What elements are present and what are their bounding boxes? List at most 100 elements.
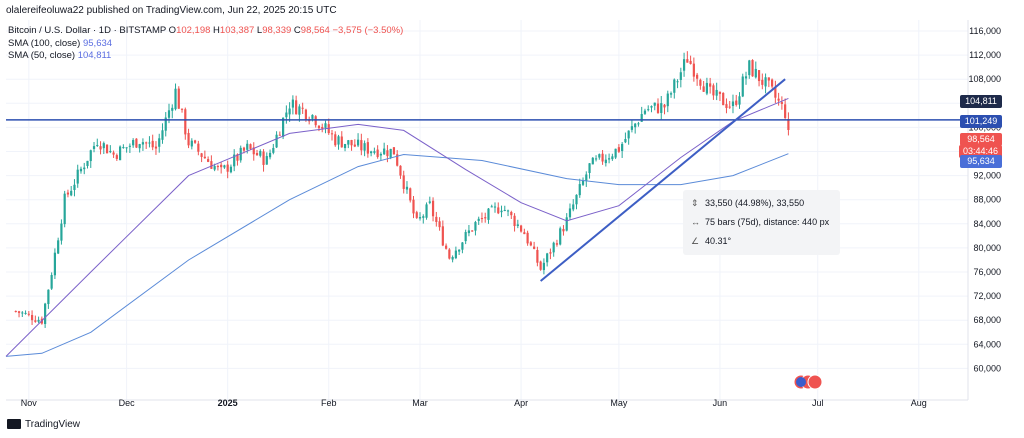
y-tick-label: 112,000 — [969, 50, 1001, 60]
candle-body — [132, 140, 135, 146]
candle-body — [559, 228, 562, 245]
low-key: L — [256, 25, 263, 36]
candle-body — [330, 133, 334, 135]
candle-body — [445, 245, 448, 249]
high-value: 103,387 — [219, 25, 255, 36]
candle-body — [304, 109, 308, 120]
candle-body — [30, 315, 34, 321]
trend-line[interactable] — [540, 78, 786, 282]
candle-body — [448, 249, 451, 259]
time-axis[interactable]: Nov Dec 2025 Feb Mar Apr May Jun Jul Aug — [21, 398, 927, 408]
candle-body — [650, 106, 653, 108]
candle-body — [275, 134, 278, 148]
candle-body — [497, 207, 500, 214]
candle-body — [57, 240, 60, 254]
candle-body — [109, 150, 112, 153]
candle-body — [673, 79, 676, 93]
candle-body — [112, 152, 115, 155]
measure-price: 33,550 (44.98%), 33,550 — [705, 198, 805, 208]
y-tick-label: 76,000 — [973, 267, 1001, 277]
candle-body — [709, 83, 712, 87]
candle-body — [86, 160, 89, 167]
candle-body — [122, 147, 125, 149]
candle-body — [415, 212, 418, 218]
candle-body — [715, 89, 718, 96]
candle-body — [409, 188, 412, 201]
price-axis[interactable]: 116,000112,000108,000104,000100,00096,00… — [968, 26, 1001, 373]
candle-body — [503, 209, 506, 211]
candle-body — [402, 175, 405, 189]
candle-body — [47, 289, 50, 305]
candle-body — [744, 76, 748, 79]
candle-body — [298, 106, 301, 115]
candle-body — [438, 221, 441, 228]
tradingview-logo-icon — [7, 419, 21, 430]
candle-body — [624, 139, 627, 143]
x-tick-label: Mar — [412, 398, 428, 408]
candle-body — [220, 164, 223, 168]
candle-body — [363, 143, 366, 151]
candle-body — [373, 151, 376, 153]
x-tick-label: Jul — [812, 398, 824, 408]
candle-body — [60, 223, 63, 241]
candle-body — [663, 104, 666, 108]
candle-body — [314, 116, 317, 126]
candle-body — [334, 134, 337, 146]
bars-range-icon: ↔ — [691, 217, 700, 227]
candle-body — [317, 125, 321, 129]
candle-body — [164, 117, 167, 131]
candle-body — [252, 147, 255, 155]
candle-body — [343, 143, 347, 149]
candle-body — [96, 144, 99, 146]
candle-body — [200, 153, 203, 157]
candle-body — [686, 59, 689, 63]
candle-body — [412, 199, 415, 214]
candle-body — [523, 232, 526, 235]
publish-header: olalereifeoluwa22 published on TradingVi… — [6, 5, 337, 16]
candle-body — [76, 169, 79, 184]
candle-body — [549, 252, 552, 254]
candle-body — [291, 99, 294, 108]
candle-body — [764, 77, 767, 87]
candle-body — [722, 92, 725, 106]
tradingview-brand[interactable]: TradingView — [7, 419, 80, 430]
candle-body — [506, 210, 510, 212]
candle-body — [105, 144, 109, 154]
candle-body — [353, 144, 356, 147]
candle-body — [669, 93, 673, 95]
us-flag-icon[interactable] — [793, 374, 823, 390]
candle-body — [464, 232, 467, 242]
sma100-value: 95,634 — [82, 37, 113, 49]
candle-body — [728, 106, 731, 108]
candle-body — [282, 117, 285, 137]
candle-body — [128, 145, 131, 147]
symbol-label: Bitcoin / U.S. Dollar · 1D · BITSTAMP — [8, 25, 167, 36]
candle-body — [242, 147, 246, 151]
candle-body — [601, 153, 604, 162]
candle-body — [467, 230, 471, 234]
candle-body — [376, 149, 379, 158]
candle-body — [572, 204, 575, 210]
candle-body — [614, 148, 617, 158]
candle-body — [526, 232, 529, 244]
candle-body — [53, 252, 56, 276]
candle-body — [441, 226, 444, 246]
sma50-row[interactable]: SMA (50, close) 104,811 — [8, 50, 403, 63]
candle-body — [236, 154, 239, 161]
candle-body — [510, 211, 513, 216]
symbol-row[interactable]: Bitcoin / U.S. Dollar · 1D · BITSTAMP O1… — [8, 25, 403, 38]
candle-body — [145, 142, 148, 144]
candle-body — [682, 59, 686, 71]
candle-body — [360, 140, 363, 151]
sma100-row[interactable]: SMA (100, close) 95,634 — [8, 38, 403, 51]
candle-body — [193, 140, 197, 143]
x-tick-label: Nov — [21, 398, 38, 408]
candle-body — [516, 224, 519, 227]
close-value: 98,564 — [300, 25, 330, 36]
candle-body — [148, 142, 151, 144]
candle-body — [621, 143, 624, 152]
candle-body — [640, 114, 643, 122]
candle-body — [428, 201, 431, 203]
candle-body — [383, 148, 386, 155]
